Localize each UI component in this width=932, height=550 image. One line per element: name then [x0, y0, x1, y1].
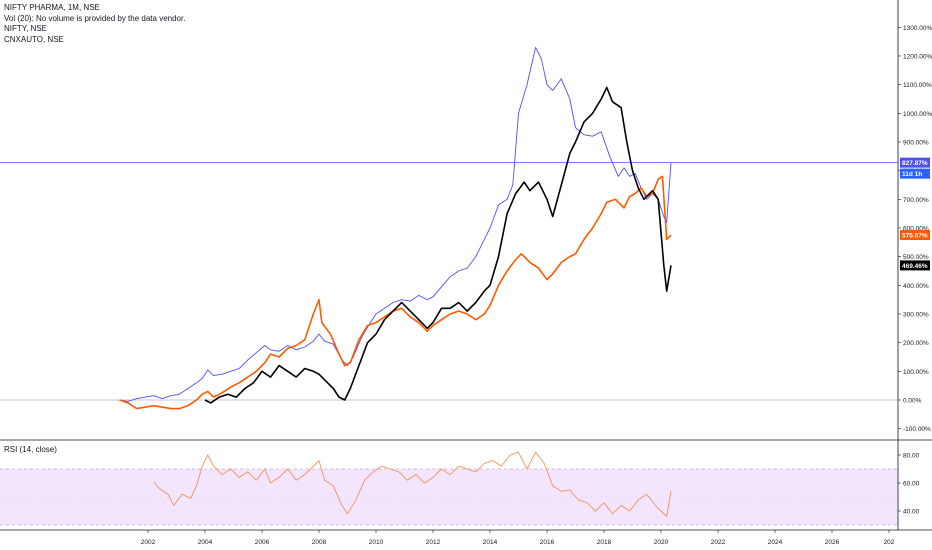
- x-tick-label: 2014: [483, 539, 498, 546]
- badge-nifty-pharma-bg: [900, 157, 930, 168]
- series-line-nifty-pharma: [119, 46, 672, 402]
- x-tick-label: 2006: [255, 539, 270, 546]
- y-tick-label: 1200.00%: [903, 53, 932, 60]
- badge-countdown: 11d 1h: [902, 171, 922, 178]
- x-tick-label: 2004: [198, 539, 213, 546]
- x-tick-label: 2002: [141, 539, 156, 546]
- x-tick-label: 2012: [426, 539, 441, 546]
- series-line-nifty: [119, 175, 672, 410]
- rsi-band: [0, 469, 898, 525]
- rsi-tick-label: 40.00: [903, 509, 920, 516]
- x-tick-label: 2008: [312, 539, 327, 546]
- badge-nifty: 575.57%: [902, 232, 928, 239]
- legend-cnxauto[interactable]: CNXAUTO, NSE: [4, 34, 64, 44]
- badge-countdown-bg: [900, 168, 930, 179]
- y-tick-label: 600.00%: [903, 225, 929, 232]
- x-tick-label: 2024: [768, 539, 783, 546]
- y-tick-label: -100.00%: [903, 426, 931, 433]
- x-tick-label: 2016: [540, 539, 555, 546]
- legend-nifty[interactable]: NIFTY, NSE: [4, 24, 47, 34]
- x-tick-label: 2010: [369, 539, 384, 546]
- y-tick-label: 500.00%: [903, 254, 929, 261]
- series-line-cnxauto: [204, 86, 672, 404]
- y-tick-label: 100.00%: [903, 369, 929, 376]
- badge-cnxauto: 469.46%: [902, 263, 928, 270]
- rsi-line: [153, 451, 672, 518]
- y-tick-label: 700.00%: [903, 197, 929, 204]
- y-tick-label: 200.00%: [903, 340, 929, 347]
- y-tick-label: 0.00%: [903, 398, 922, 405]
- y-tick-label: 1100.00%: [903, 82, 932, 89]
- rsi-tick-label: 60.00: [903, 481, 920, 488]
- chart-legend: NIFTY PHARMA, 1M, NSE Vol (20): No volum…: [4, 3, 185, 45]
- legend-volume[interactable]: Vol (20): No volume is provided by the d…: [4, 13, 186, 23]
- x-tick-label: 2026: [825, 539, 840, 546]
- x-tick-label: 2020: [654, 539, 669, 546]
- y-tick-label: 1300.00%: [903, 25, 932, 32]
- y-tick-label: 900.00%: [903, 139, 929, 146]
- y-tick-label: 300.00%: [903, 311, 929, 318]
- legend-main-symbol[interactable]: NIFTY PHARMA, 1M, NSE: [4, 3, 100, 12]
- badge-nifty-pharma: 827.87%: [902, 160, 928, 167]
- x-tick-label: 2022: [711, 539, 726, 546]
- y-tick-label: 1000.00%: [903, 111, 932, 118]
- x-tick-label: 202: [884, 539, 895, 546]
- y-tick-label: 400.00%: [903, 283, 929, 290]
- badge-nifty-bg: [900, 229, 930, 240]
- x-tick-label: 2018: [597, 539, 612, 546]
- rsi-legend[interactable]: RSI (14, close): [4, 445, 57, 454]
- badge-cnxauto-bg: [900, 260, 930, 271]
- rsi-tick-label: 80.00: [903, 453, 920, 460]
